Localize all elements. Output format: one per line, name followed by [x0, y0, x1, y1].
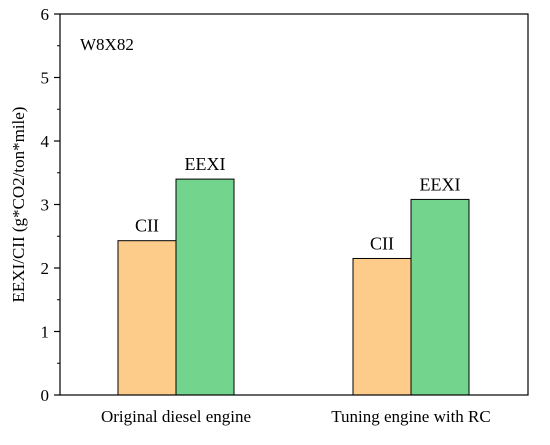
y-tick-label: 4	[41, 132, 50, 151]
bar-eexi-1	[175, 178, 235, 396]
y-tick-label: 2	[41, 259, 50, 278]
y-axis: 0 1 2 3 4 5 6	[41, 5, 60, 405]
x-tick-label: Original diesel engine	[101, 407, 251, 426]
y-axis-label: EEXI/CII (g*CO2/ton*mile)	[9, 107, 28, 303]
y-tick-label: 1	[41, 323, 50, 342]
x-axis: Original diesel engine Tuning engine with…	[101, 407, 491, 426]
bar-label-eexi-1: EEXI	[185, 154, 226, 174]
chart-annotation: W8X82	[80, 35, 134, 54]
y-tick-label: 5	[41, 69, 50, 88]
x-tick-label: Tuning engine with RC	[331, 407, 490, 426]
plot-frame	[59, 13, 529, 396]
bar-label-cii-1: CII	[135, 216, 159, 236]
bar-cii-2	[352, 257, 412, 396]
y-tick-label: 0	[41, 386, 50, 405]
bar-label-cii-2: CII	[370, 233, 394, 253]
bars-group	[117, 178, 470, 396]
y-tick-label: 6	[41, 5, 50, 24]
bar-eexi-2	[410, 198, 470, 396]
bar-labels-group: CII EEXI CII EEXI	[135, 154, 460, 253]
bar-cii-1	[117, 240, 177, 396]
y-tick-label: 3	[41, 196, 50, 215]
bar-label-eexi-2: EEXI	[420, 174, 461, 194]
